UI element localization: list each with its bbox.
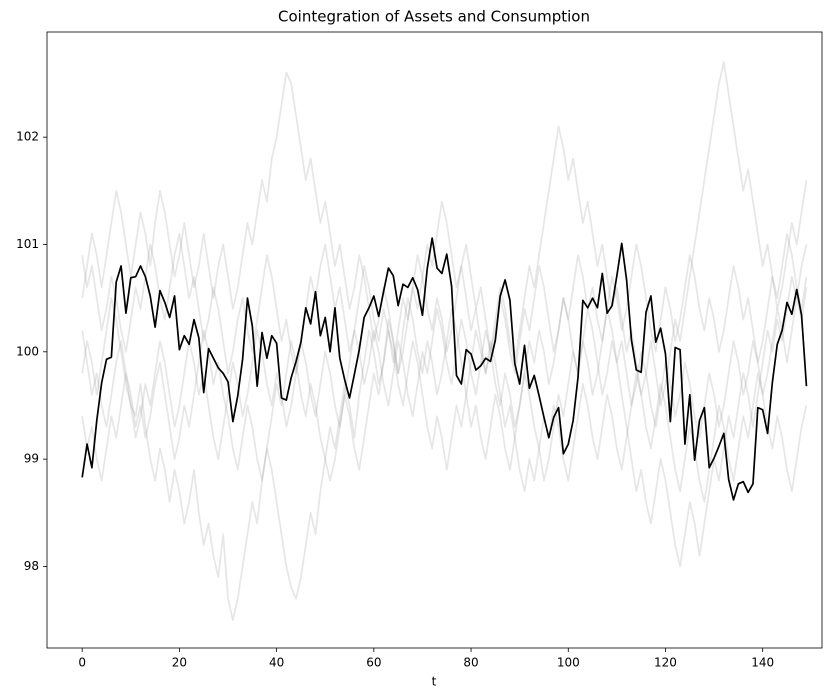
x-tick-label: 100 [557, 656, 580, 670]
x-tick-label: 80 [463, 656, 478, 670]
series-line [81, 244, 808, 621]
y-tick-label: 98 [24, 559, 39, 573]
y-tick-label: 99 [24, 452, 39, 466]
y-tick-label: 102 [16, 130, 39, 144]
x-tick-label: 40 [269, 656, 284, 670]
chart-title: Cointegration of Assets and Consumption [278, 8, 590, 26]
x-tick-label: 120 [654, 656, 677, 670]
x-axis-label: t [432, 675, 437, 689]
plot-frame [46, 31, 823, 649]
series-line [81, 237, 808, 501]
y-tick-label: 100 [16, 344, 39, 358]
series-line [81, 329, 808, 503]
series-line [81, 61, 808, 407]
x-tick-label: 60 [366, 656, 381, 670]
y-tick-label: 101 [16, 237, 39, 251]
x-tick-label: 0 [78, 656, 86, 670]
series-line [81, 232, 808, 375]
x-tick-label: 20 [172, 656, 187, 670]
x-tick-label: 140 [751, 656, 774, 670]
